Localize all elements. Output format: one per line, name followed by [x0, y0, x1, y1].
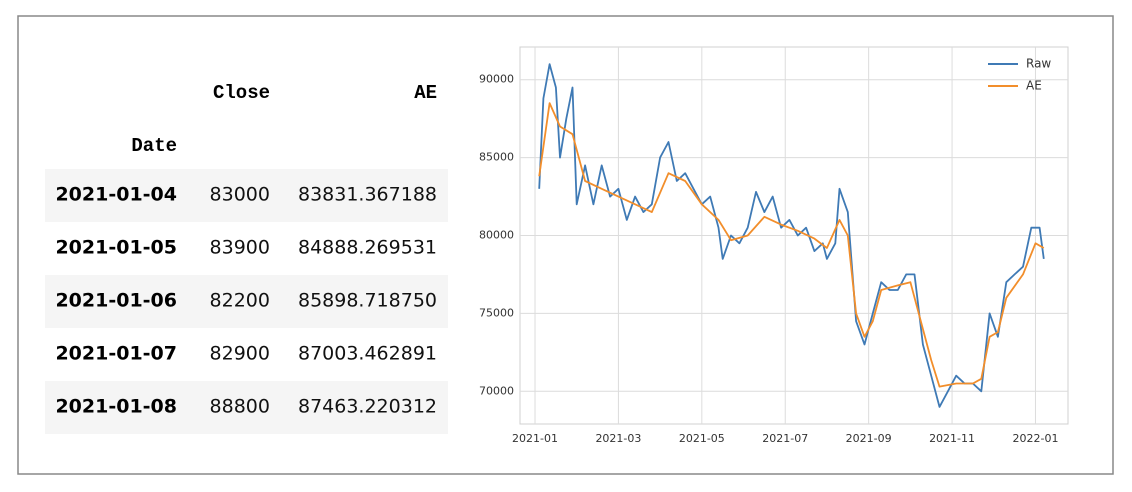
- table-cell: 87463.220312: [298, 396, 437, 418]
- y-tick-label: 70000: [479, 384, 514, 397]
- x-tick-label: 2021-05: [679, 432, 725, 445]
- row-background: [45, 275, 448, 328]
- x-tick-label: 2021-09: [846, 432, 892, 445]
- row-index: 2021-01-05: [55, 237, 177, 259]
- y-tick-label: 85000: [479, 151, 514, 164]
- data-table: Close AE Date 2021-01-04 83000 83831.367188 20…: [45, 82, 448, 434]
- table-cell: 83831.367188: [298, 184, 437, 206]
- table-cell: 83000: [210, 184, 270, 206]
- row-index: 2021-01-08: [55, 396, 177, 418]
- column-header: AE: [414, 82, 437, 104]
- table-cell: 84888.269531: [298, 237, 437, 259]
- legend-label: AE: [1026, 79, 1042, 93]
- table-cell: 83900: [210, 237, 270, 259]
- legend-label: Raw: [1026, 57, 1051, 71]
- row-background: [45, 381, 448, 434]
- row-index: 2021-01-04: [55, 184, 177, 206]
- row-index: 2021-01-07: [55, 343, 177, 365]
- index-name: Date: [131, 135, 177, 157]
- x-tick-label: 2021-07: [762, 432, 808, 445]
- table-cell: 88800: [210, 396, 270, 418]
- row-index: 2021-01-06: [55, 290, 177, 312]
- line-chart: 70000 75000 80000 85000 90000 2021-01 2021-03 2…: [479, 46, 1069, 445]
- column-header: Close: [213, 82, 270, 104]
- table-cell: 85898.718750: [298, 290, 437, 312]
- series-line: [538, 102, 1045, 388]
- row-background: [45, 169, 448, 222]
- table-cell: 82900: [210, 343, 270, 365]
- table-cell: 87003.462891: [298, 343, 437, 365]
- x-tick-label: 2021-01: [512, 432, 558, 445]
- y-tick-label: 90000: [479, 73, 514, 86]
- x-tick-label: 2021-11: [929, 432, 975, 445]
- y-tick-label: 80000: [479, 229, 514, 242]
- x-tick-label: 2022-01: [1012, 432, 1058, 445]
- x-tick-label: 2021-03: [595, 432, 641, 445]
- table-cell: 82200: [210, 290, 270, 312]
- y-tick-label: 75000: [479, 306, 514, 319]
